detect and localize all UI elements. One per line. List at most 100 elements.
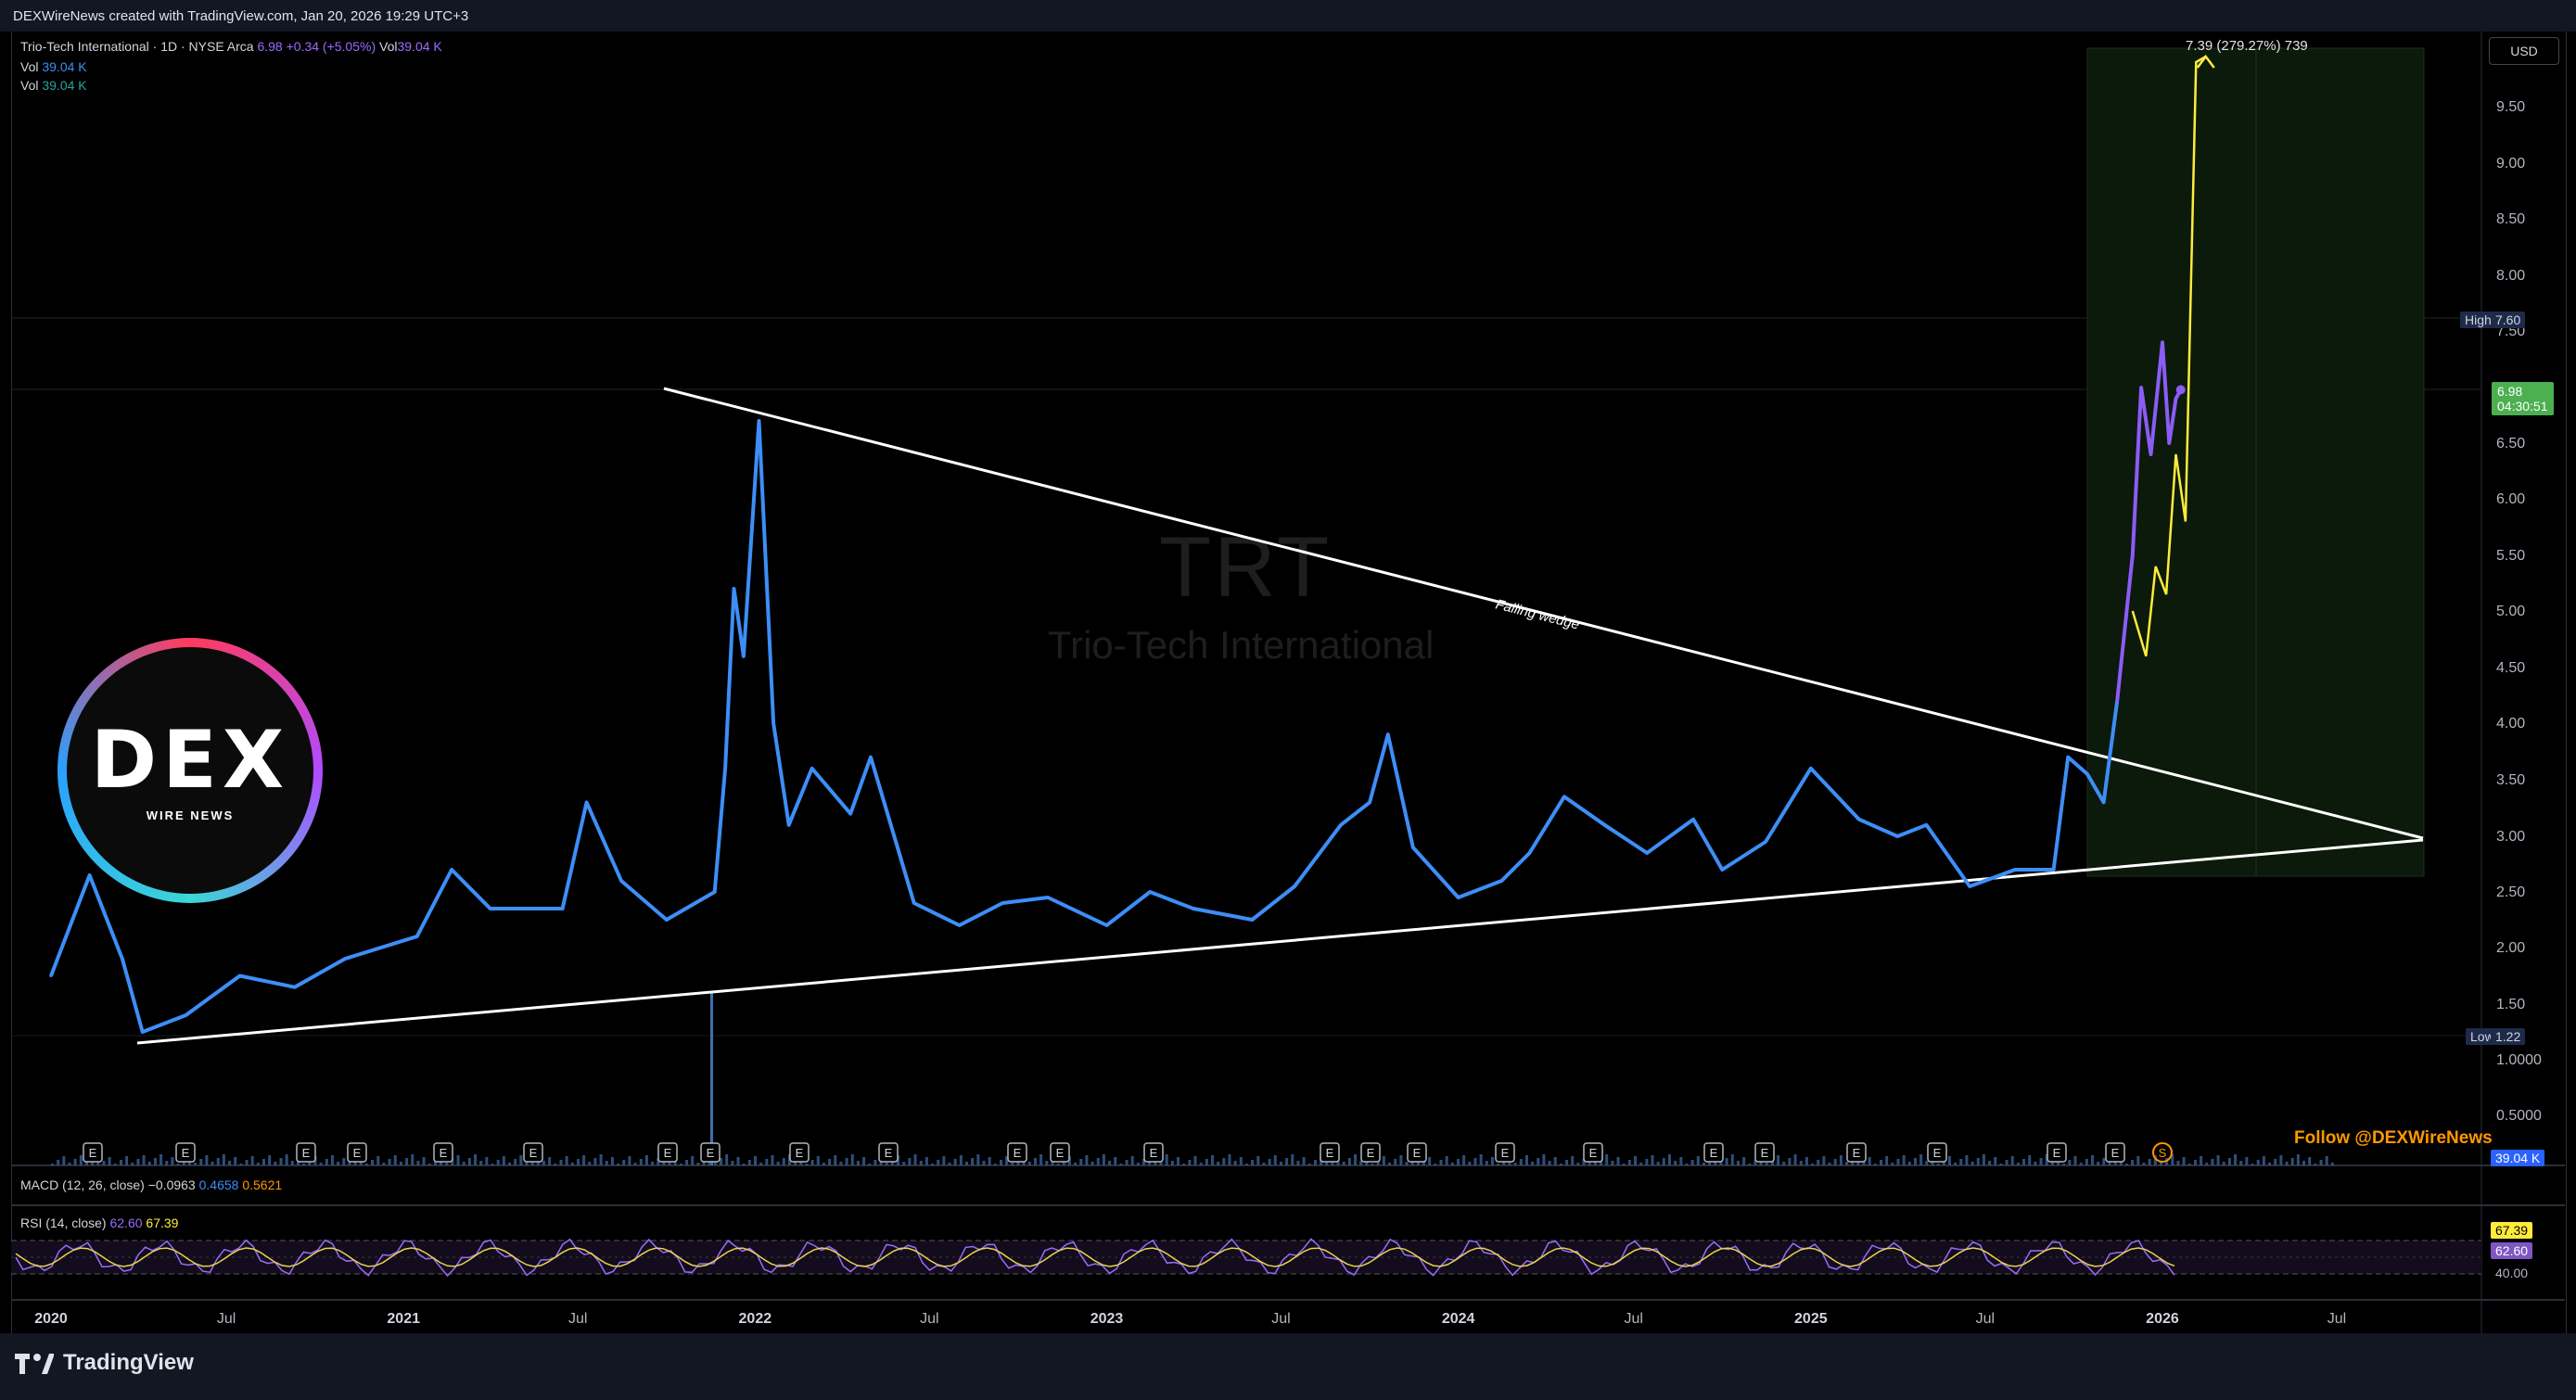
volume-bar (182, 1160, 185, 1165)
vol-legend-2[interactable]: Vol 39.04 K (20, 78, 87, 93)
follow-text[interactable]: Follow @DEXWireNews (2294, 1128, 2493, 1148)
volume-bar (2211, 1159, 2214, 1165)
vol-legend-1[interactable]: Vol 39.04 K (20, 59, 87, 74)
earnings-marker-label: E (529, 1146, 538, 1160)
macd-legend[interactable]: MACD (12, 26, close) −0.0963 0.4658 0.56… (20, 1177, 282, 1192)
volume-bar (491, 1164, 494, 1165)
volume-bar (1119, 1164, 1123, 1165)
volume-bar (1450, 1163, 1454, 1165)
rsi-legend[interactable]: RSI (14, close) 62.60 67.39 (20, 1215, 178, 1230)
main-legend: Trio-Tech International · 1D · NYSE Arca… (20, 39, 442, 54)
volume-bar (2314, 1164, 2317, 1165)
volume-bar (353, 1161, 357, 1165)
earnings-marker (1050, 1142, 1070, 1163)
volume-bar (1177, 1157, 1180, 1165)
earnings-marker-label: E (1589, 1146, 1598, 1160)
price-point (1046, 896, 1050, 899)
price-point (2161, 340, 2164, 344)
volume-bar (1439, 1160, 1443, 1165)
earnings-marker (2105, 1142, 2125, 1163)
macd-value-1: −0.0963 (147, 1177, 196, 1192)
volume-bar (747, 1160, 751, 1165)
volume-bar (1954, 1163, 1958, 1165)
volume-bar (525, 1162, 529, 1165)
volume-bar (1079, 1159, 1083, 1165)
price-point (772, 721, 775, 725)
volume-bar (1622, 1164, 1626, 1165)
volume-bar (2159, 1162, 2162, 1165)
volume-bar (1765, 1163, 1768, 1165)
price-point (1192, 907, 1195, 910)
earnings-marker (700, 1142, 721, 1163)
volume-bar (1828, 1163, 1831, 1165)
volume-bar (2171, 1154, 2174, 1165)
volume-bar (1074, 1163, 1078, 1165)
legend-price: 6.98 (257, 39, 283, 54)
volume-bar (2050, 1161, 2054, 1165)
volume-bar (342, 1158, 346, 1165)
volume-bar (1965, 1155, 1969, 1165)
volume-bar (919, 1161, 923, 1165)
x-axis: 2020 Jul 2021 Jul 2022 Jul 2023 Jul 2024 Jul 2025 J… (34, 1311, 2346, 1327)
earnings-marker (1007, 1142, 1027, 1163)
volume-bar (1279, 1162, 1282, 1165)
volume-bar (2245, 1157, 2249, 1165)
volume-bar (1291, 1154, 1294, 1165)
price-point (1720, 868, 1724, 872)
volume-bar (228, 1161, 232, 1165)
volume-bar (1188, 1160, 1192, 1165)
volume-bar (1313, 1160, 1317, 1165)
tradingview-logo[interactable]: TradingView (13, 1350, 194, 1376)
earnings-marker-label: E (1056, 1146, 1065, 1160)
earnings-marker (657, 1142, 678, 1163)
volume-bar (411, 1154, 414, 1165)
earnings-marker-label: E (2053, 1146, 2061, 1160)
price-point (665, 918, 669, 922)
volume-bar (502, 1156, 505, 1165)
rsi-value-2: 67.39 (146, 1215, 179, 1230)
volume-bar (644, 1155, 648, 1165)
volume-bar (993, 1164, 997, 1165)
volume-bar (1553, 1157, 1557, 1165)
price-point (2085, 772, 2089, 776)
earnings-marker (296, 1142, 316, 1163)
volume-bar (2016, 1163, 2020, 1165)
volume-bar (427, 1164, 431, 1165)
target-label: 7.39 (279.27%) 739 (2186, 38, 2308, 54)
volume-bar (868, 1164, 872, 1165)
volume-bar (405, 1158, 409, 1165)
y-tick-label: 9.00 (2496, 156, 2525, 172)
volume-bar (765, 1159, 769, 1165)
volume-bar (605, 1161, 608, 1165)
volume-bar (1005, 1156, 1009, 1165)
volume-bar (456, 1155, 460, 1165)
volume-bar (1970, 1162, 1974, 1165)
earnings-marker-label: E (1501, 1146, 1510, 1160)
earnings-marker (433, 1142, 453, 1163)
volume-bar (2165, 1158, 2169, 1165)
price-point (1368, 800, 1371, 804)
volume-bar (937, 1160, 940, 1165)
volume-bar (1925, 1161, 1929, 1165)
vol1-value: 39.04 K (42, 59, 87, 74)
volume-bar (2268, 1163, 2272, 1165)
volume-bar (816, 1156, 820, 1165)
volume-bar (1027, 1162, 1031, 1165)
volume-bar (496, 1160, 500, 1165)
price-point (1603, 823, 1607, 827)
volume-bar (2200, 1156, 2203, 1165)
price-point (619, 879, 623, 883)
volume-bar (1748, 1164, 1752, 1165)
volume-bar (1845, 1162, 1849, 1165)
volume-bar (2274, 1159, 2277, 1165)
currency-button[interactable]: USD (2489, 37, 2559, 65)
price-point (2167, 441, 2171, 445)
price-point (1293, 885, 1296, 888)
volume-bar (2097, 1162, 2100, 1165)
x-tick-label: Jul (1271, 1311, 1290, 1327)
y-tick-label: 2.50 (2496, 885, 2525, 900)
volume-bar (2302, 1161, 2306, 1165)
volume-bar (2325, 1156, 2328, 1165)
